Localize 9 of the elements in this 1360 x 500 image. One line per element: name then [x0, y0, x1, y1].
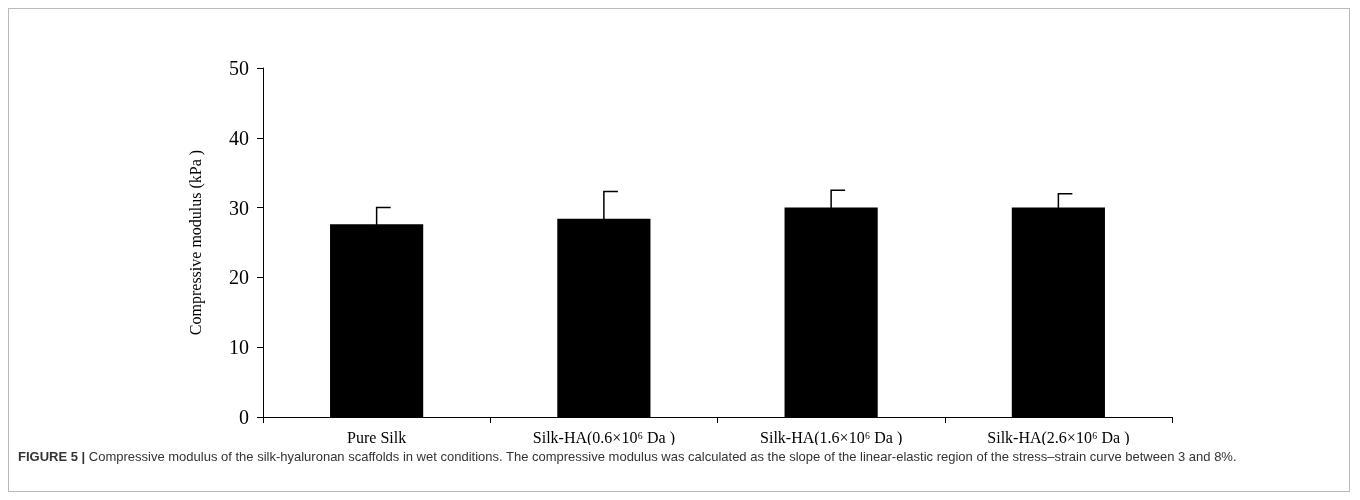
- y-tick-label: 10: [229, 336, 249, 359]
- y-tick-label: 50: [229, 57, 249, 79]
- y-tick-label: 20: [229, 266, 249, 289]
- y-tick-label: 40: [229, 126, 249, 149]
- caption: FIGURE 5 | Compressive modulus of the silk-hyaluronan scaffolds in wet conditions. The compressive modulus was calculated as the slope of the linear-elastic region of the stress–strain curve between 3 and 8%.: [18, 448, 1238, 466]
- y-tick-label: 0: [239, 406, 249, 428]
- x-tick-label: Pure Silk: [347, 428, 407, 446]
- y-axis-title: Compressive modulus (kPa ): [186, 149, 205, 336]
- y-tick-label: 30: [229, 196, 249, 219]
